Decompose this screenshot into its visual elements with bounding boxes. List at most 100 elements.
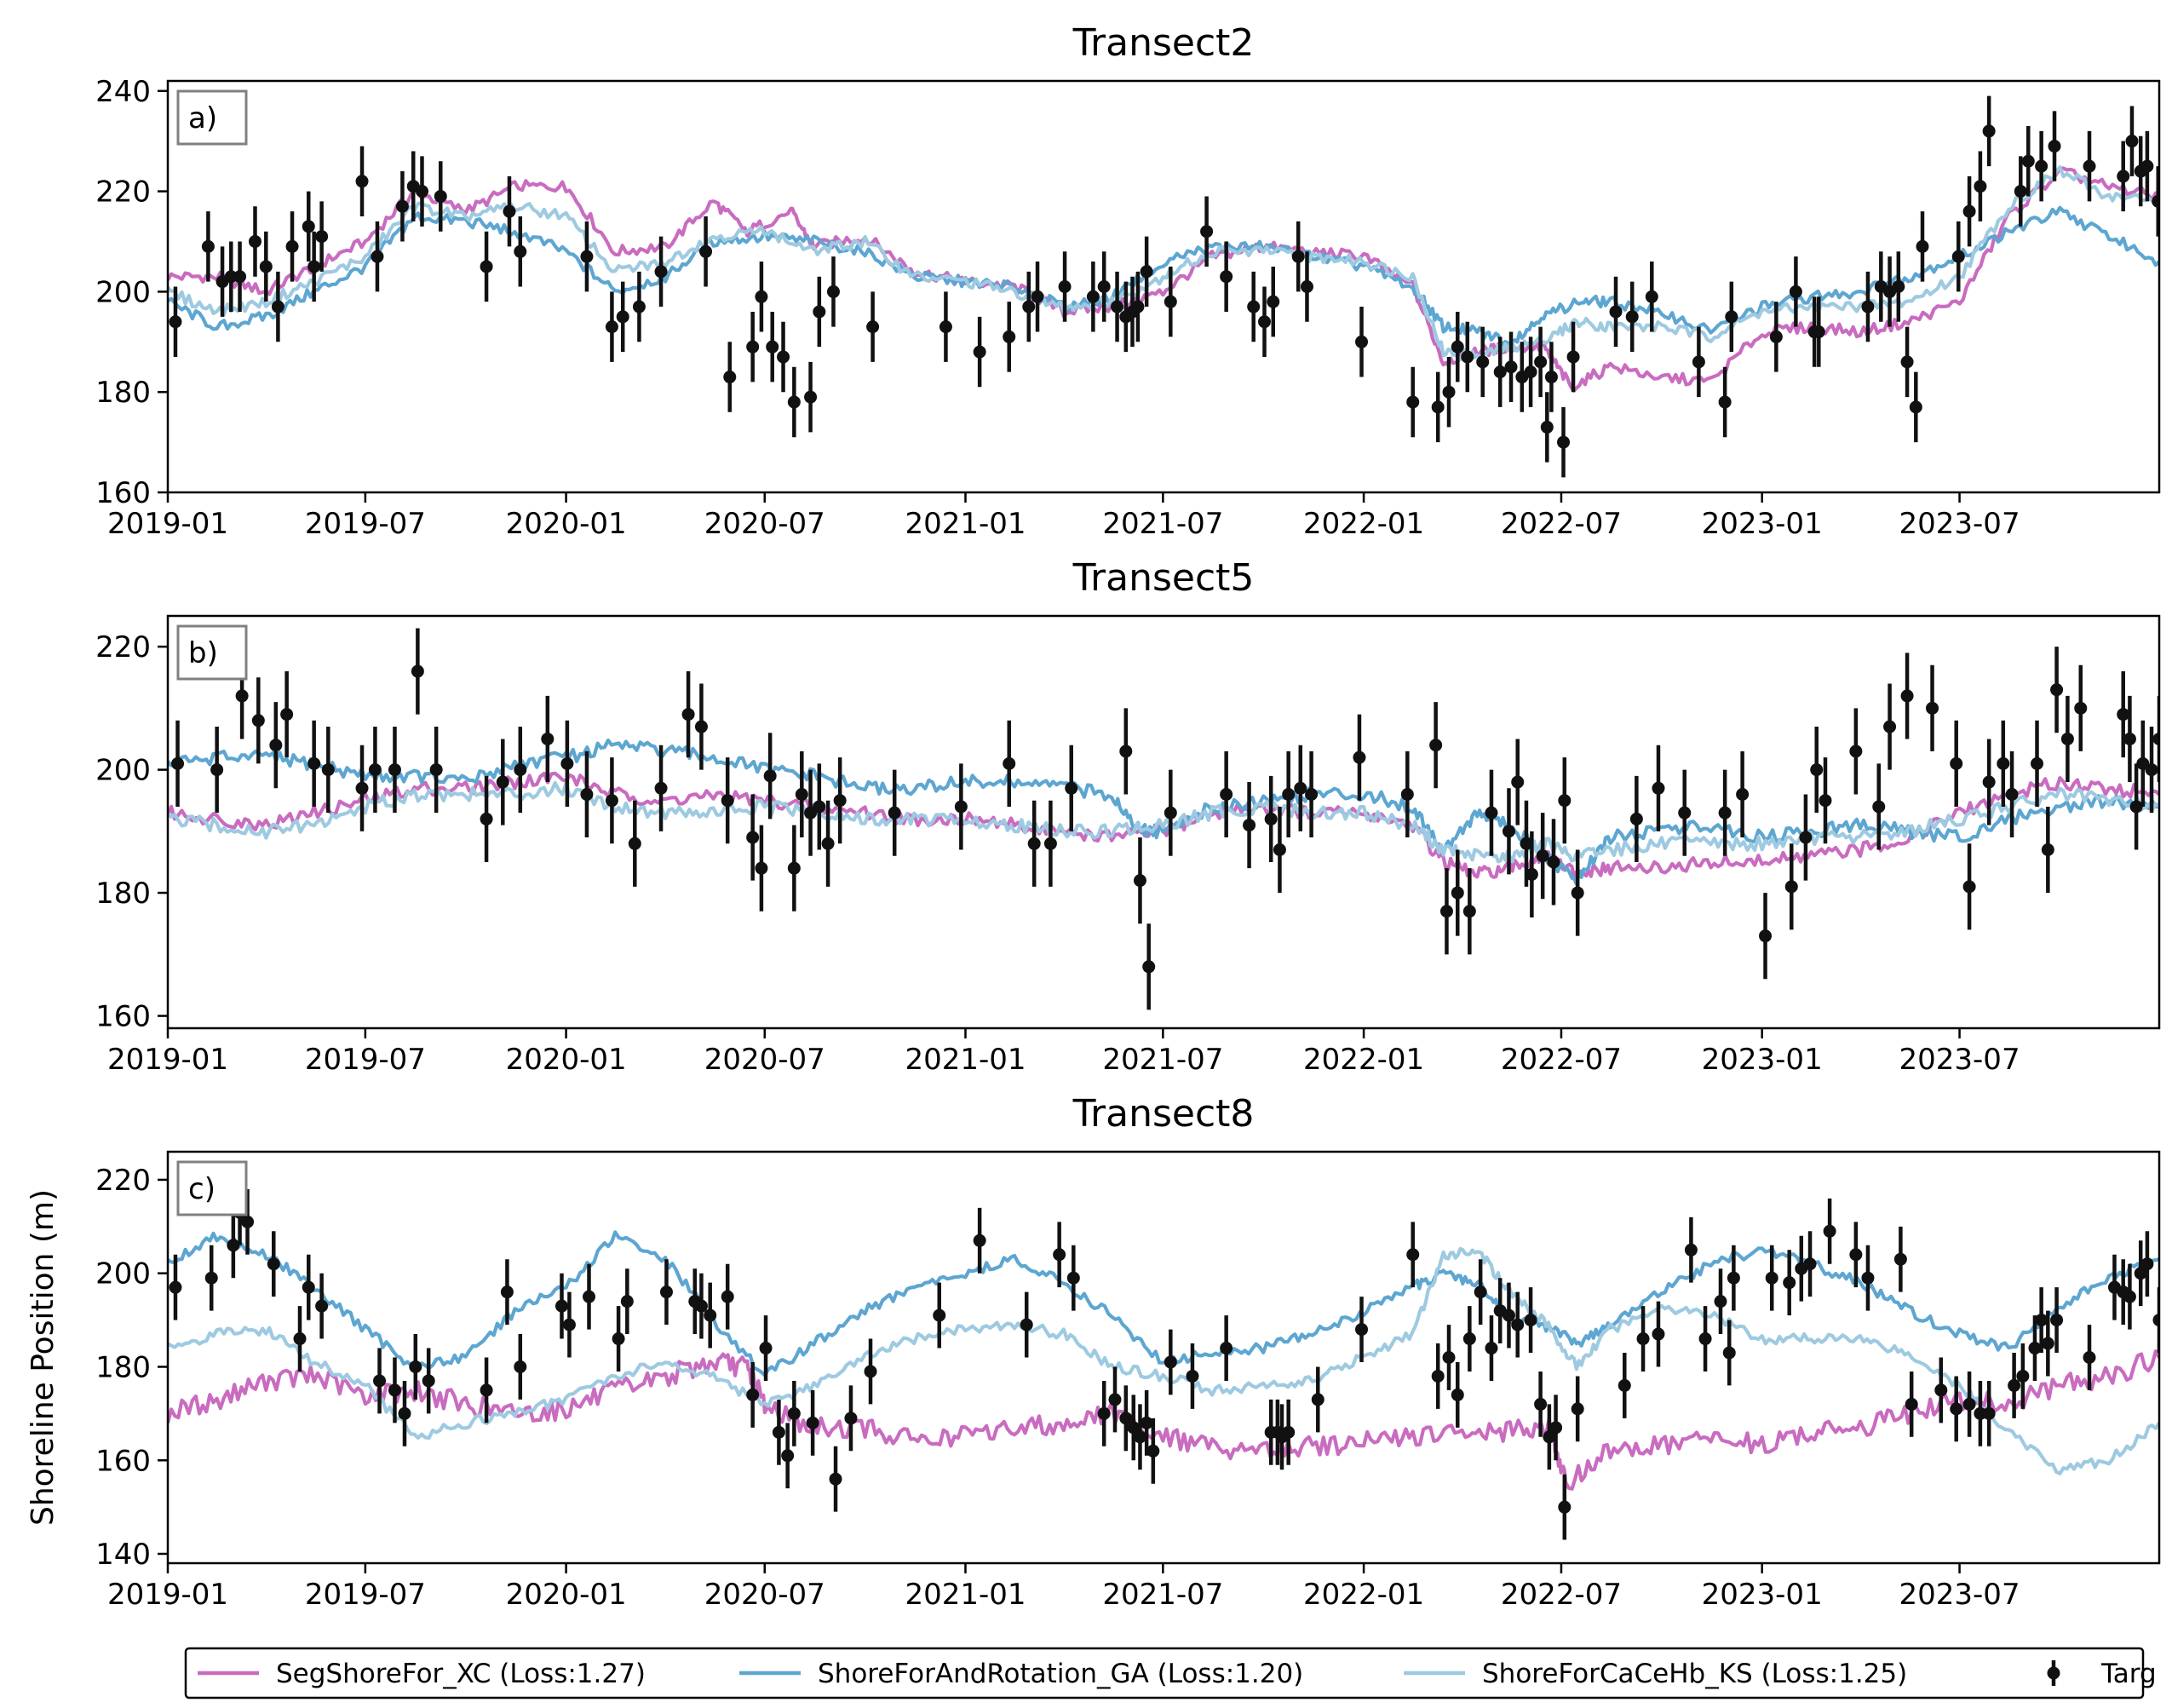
targ-point bbox=[781, 1423, 795, 1489]
chart-title: Transect2 bbox=[1072, 21, 1255, 65]
targ-point bbox=[806, 1389, 819, 1456]
legend-label: ShoreForAndRotation_GA (Loss:1.20) bbox=[818, 1659, 1303, 1689]
targ-point bbox=[1549, 1395, 1563, 1461]
targ-point bbox=[616, 281, 629, 353]
targ-point bbox=[1926, 664, 1939, 751]
targ-point bbox=[1451, 1361, 1464, 1428]
targ-point bbox=[1353, 714, 1366, 801]
targ-point bbox=[654, 745, 668, 831]
targ-point bbox=[368, 727, 382, 814]
targ-point bbox=[1031, 262, 1044, 332]
targ-point bbox=[1439, 868, 1453, 955]
targ-point bbox=[804, 361, 818, 433]
targ-point bbox=[864, 1338, 877, 1405]
targ-point bbox=[1883, 683, 1897, 770]
x-tick-label: 2020-01 bbox=[506, 1578, 627, 1612]
targ-point bbox=[1962, 843, 1976, 930]
targ-point bbox=[355, 146, 369, 217]
targ-point bbox=[694, 683, 708, 770]
targ-point bbox=[1629, 775, 1643, 862]
panel-label: a) bbox=[176, 89, 248, 146]
targ-point bbox=[2129, 763, 2143, 850]
targ-point bbox=[605, 757, 618, 844]
x-tick-label: 2022-07 bbox=[1501, 507, 1622, 541]
x-tick-label: 2022-01 bbox=[1303, 507, 1424, 541]
targ-point bbox=[1950, 1376, 1963, 1442]
targ-point bbox=[694, 1273, 708, 1339]
targ-point bbox=[1849, 1222, 1863, 1288]
targ-point bbox=[866, 291, 880, 362]
targ-point bbox=[1474, 1259, 1487, 1326]
targ-point bbox=[1355, 307, 1369, 377]
targ-point bbox=[1652, 1301, 1665, 1367]
targ-point bbox=[1451, 849, 1464, 936]
targ-point bbox=[1431, 1343, 1445, 1409]
targ-point bbox=[973, 316, 986, 388]
y-tick-label: 160 bbox=[95, 1444, 151, 1478]
panel-2: Transect5 160 180 200 220 2019-01 2019-07 2020-… bbox=[95, 556, 2161, 1077]
targ-point bbox=[763, 733, 777, 819]
targ-point bbox=[398, 1380, 411, 1446]
targ-point bbox=[1803, 1231, 1817, 1297]
targ-point bbox=[1485, 1315, 1498, 1381]
targ-point bbox=[1698, 1306, 1712, 1372]
targ-point bbox=[628, 800, 641, 887]
y-tick-label: 220 bbox=[95, 630, 151, 664]
targ-point bbox=[1127, 1395, 1141, 1461]
targ-point bbox=[1111, 271, 1124, 342]
targ-point bbox=[315, 201, 329, 272]
targ-point bbox=[813, 763, 826, 850]
targ-point bbox=[1305, 750, 1319, 838]
targ-point bbox=[1493, 336, 1507, 407]
x-tick-label: 2019-07 bbox=[305, 1578, 426, 1612]
y-tick-label: 180 bbox=[95, 877, 151, 911]
targ-point bbox=[171, 720, 185, 807]
targ-point bbox=[1874, 251, 1888, 322]
targ-point bbox=[1525, 831, 1538, 917]
targ-point bbox=[580, 221, 594, 292]
x-tick-label: 2021-07 bbox=[1102, 1578, 1223, 1612]
panel-label: b) bbox=[176, 624, 248, 681]
targ-point bbox=[307, 231, 321, 302]
targ-point bbox=[409, 1334, 422, 1400]
targ-point bbox=[1618, 1353, 1631, 1418]
targ-point bbox=[755, 262, 768, 332]
x-tick-label: 2020-01 bbox=[506, 1043, 627, 1077]
targ-point bbox=[1566, 321, 1580, 393]
targ-point bbox=[2060, 695, 2074, 783]
legend-label: SegShoreFor_XC (Loss:1.27) bbox=[276, 1659, 646, 1689]
targ-point bbox=[1652, 745, 1665, 831]
targ-point bbox=[804, 769, 818, 856]
targ-point bbox=[2050, 647, 2064, 733]
targ-point bbox=[1799, 794, 1813, 881]
targ-point bbox=[1442, 356, 1456, 428]
targ-point bbox=[1429, 702, 1443, 789]
targ-point bbox=[1900, 326, 1914, 398]
targ-point bbox=[1451, 311, 1464, 382]
targ-point bbox=[500, 1259, 514, 1326]
chart-title: Transect8 bbox=[1072, 1092, 1255, 1136]
targ-point bbox=[2048, 111, 2061, 181]
targ-point bbox=[1406, 366, 1420, 438]
x-tick-label: 2022-01 bbox=[1303, 1043, 1424, 1077]
targ-point bbox=[704, 1282, 717, 1349]
targ-point bbox=[1300, 251, 1313, 322]
targ-point bbox=[787, 366, 801, 438]
targ-point bbox=[1220, 1315, 1233, 1381]
targ-point bbox=[1883, 256, 1897, 327]
series-line-1 bbox=[168, 771, 2159, 879]
targ-point bbox=[1282, 1399, 1296, 1465]
targ-point bbox=[1759, 893, 1773, 980]
targ-point bbox=[1823, 1198, 1836, 1264]
targ-point bbox=[1282, 750, 1296, 838]
y-tick-label: 180 bbox=[95, 376, 151, 410]
targ-point bbox=[787, 1380, 801, 1446]
targ-point bbox=[721, 757, 734, 844]
targ-point bbox=[1142, 923, 1156, 1010]
targ-point bbox=[1524, 1287, 1537, 1354]
targ-point bbox=[169, 286, 182, 357]
targ-point bbox=[1140, 236, 1153, 308]
x-tick-label: 2021-01 bbox=[905, 1043, 1026, 1077]
targ-point bbox=[1442, 1325, 1456, 1390]
targ-point bbox=[721, 1263, 734, 1330]
